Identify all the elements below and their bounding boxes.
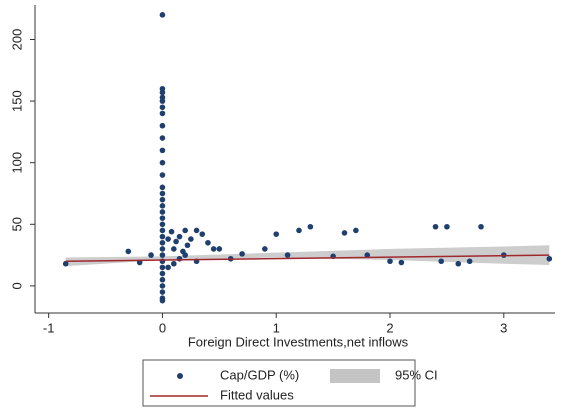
point xyxy=(176,255,183,262)
point xyxy=(159,289,166,295)
point xyxy=(364,252,371,258)
legend-swatch xyxy=(330,369,380,383)
point xyxy=(159,270,166,277)
point xyxy=(176,233,183,240)
point xyxy=(239,251,245,257)
point xyxy=(159,283,166,289)
point xyxy=(171,260,177,267)
point xyxy=(159,209,166,215)
point xyxy=(159,227,166,234)
point xyxy=(159,12,166,18)
point xyxy=(159,297,166,304)
point xyxy=(159,172,166,178)
point xyxy=(159,233,166,240)
x-tick-label: 2 xyxy=(386,320,393,335)
point xyxy=(159,221,166,228)
point xyxy=(159,239,166,246)
point xyxy=(205,239,211,246)
point xyxy=(284,252,291,258)
ci-band xyxy=(65,245,550,267)
legend-label: 95% CI xyxy=(395,367,438,382)
point xyxy=(478,223,484,230)
x-axis-label: Foreign Direct Investments,net inflows xyxy=(188,334,409,349)
point xyxy=(341,230,348,236)
point xyxy=(307,223,314,230)
point xyxy=(173,238,179,245)
point xyxy=(182,252,188,258)
x-tick-label: 1 xyxy=(273,320,280,335)
point xyxy=(159,276,166,283)
point xyxy=(387,258,393,265)
point xyxy=(159,252,166,258)
point xyxy=(188,236,194,242)
point xyxy=(182,227,188,234)
point xyxy=(398,259,405,266)
point xyxy=(125,248,132,255)
y-tick-label: 200 xyxy=(9,29,24,51)
point xyxy=(546,255,553,262)
point xyxy=(184,242,191,249)
point xyxy=(62,260,69,267)
legend-marker xyxy=(177,373,183,379)
point xyxy=(273,231,280,237)
point xyxy=(466,258,473,265)
point xyxy=(159,203,166,209)
point xyxy=(455,260,462,267)
point xyxy=(159,89,166,96)
y-tick-label: 150 xyxy=(9,90,24,112)
x-tick-label: 3 xyxy=(500,320,507,335)
point xyxy=(353,227,359,234)
x-tick-label: 0 xyxy=(159,320,166,335)
point xyxy=(168,228,175,235)
point xyxy=(159,184,166,191)
point xyxy=(159,190,166,197)
point xyxy=(159,135,166,141)
point xyxy=(199,231,206,237)
point xyxy=(210,246,217,252)
point xyxy=(159,246,166,252)
y-tick-label: 100 xyxy=(9,152,24,174)
point xyxy=(159,196,166,203)
y-tick-label: 0 xyxy=(9,282,24,289)
point xyxy=(148,252,154,258)
point xyxy=(159,215,166,221)
legend-label: Fitted values xyxy=(220,387,294,402)
point xyxy=(159,147,166,154)
point xyxy=(136,259,143,266)
fitted-line xyxy=(65,254,550,263)
y-tick-label: 50 xyxy=(9,217,24,231)
point xyxy=(159,159,166,166)
point xyxy=(159,264,166,271)
point xyxy=(159,122,166,129)
point xyxy=(432,223,439,230)
point xyxy=(262,246,268,252)
point xyxy=(438,258,445,265)
point xyxy=(165,264,171,271)
point xyxy=(159,98,166,104)
point xyxy=(193,227,200,234)
point xyxy=(216,246,223,252)
point xyxy=(159,110,166,117)
legend-label: Cap/GDP (%) xyxy=(220,367,299,382)
x-tick-label: -1 xyxy=(43,320,55,335)
point xyxy=(165,236,171,242)
point xyxy=(296,227,302,234)
point xyxy=(159,104,166,111)
point xyxy=(171,246,177,252)
point xyxy=(444,223,450,230)
